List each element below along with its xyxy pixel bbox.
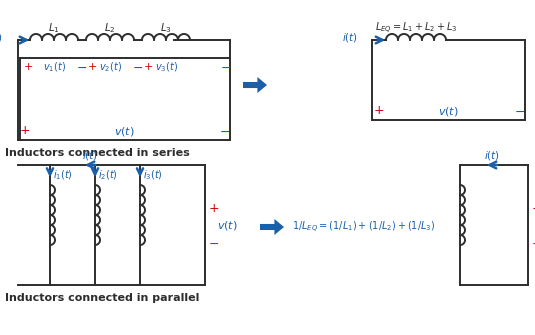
Text: $v(t)$: $v(t)$ <box>113 125 134 137</box>
Text: $+$: $+$ <box>23 62 33 72</box>
Text: $+$: $+$ <box>208 202 220 215</box>
Text: $L_{EQ}=L_1+L_2+L_3$: $L_{EQ}=L_1+L_2+L_3$ <box>374 21 457 36</box>
Text: $-$: $-$ <box>515 105 525 118</box>
Text: $L_3$: $L_3$ <box>160 21 172 35</box>
Polygon shape <box>260 219 284 235</box>
Text: $i(t)$: $i(t)$ <box>342 31 358 45</box>
Polygon shape <box>243 77 267 93</box>
Text: $i_3(t)$: $i_3(t)$ <box>143 168 163 182</box>
Text: $+$: $+$ <box>373 105 385 118</box>
Text: $L_2$: $L_2$ <box>104 21 116 35</box>
Text: $-$: $-$ <box>133 61 143 73</box>
Text: $v_2(t)$: $v_2(t)$ <box>98 60 121 74</box>
Text: $i(t)$: $i(t)$ <box>484 149 500 162</box>
Text: $+$: $+$ <box>87 62 97 72</box>
Text: $+$: $+$ <box>531 202 535 215</box>
Text: $i_2(t)$: $i_2(t)$ <box>98 168 118 182</box>
Text: $+$: $+$ <box>143 62 153 72</box>
Text: $v_3(t)$: $v_3(t)$ <box>155 60 178 74</box>
Text: $L_1$: $L_1$ <box>48 21 60 35</box>
Text: $i(t)$: $i(t)$ <box>82 149 98 162</box>
Text: $-$: $-$ <box>531 237 535 250</box>
Text: $+$: $+$ <box>19 125 30 137</box>
Text: $-$: $-$ <box>209 237 219 250</box>
Text: $v(t)$: $v(t)$ <box>217 218 238 231</box>
Text: $-$: $-$ <box>219 125 231 137</box>
Text: Inductors connected in parallel: Inductors connected in parallel <box>5 293 200 303</box>
Text: $-$: $-$ <box>220 61 232 73</box>
Text: $v(t)$: $v(t)$ <box>438 105 459 118</box>
Text: Inductors connected in series: Inductors connected in series <box>5 148 190 158</box>
Text: $-$: $-$ <box>77 61 88 73</box>
Text: $v_1(t)$: $v_1(t)$ <box>42 60 65 74</box>
Text: $i(t)$: $i(t)$ <box>0 31 3 45</box>
Text: $1/L_{EQ}=(1/L_1)+(1/L_2)+(1/L_3)$: $1/L_{EQ}=(1/L_1)+(1/L_2)+(1/L_3)$ <box>292 219 435 234</box>
Text: $i_1(t)$: $i_1(t)$ <box>53 168 73 182</box>
